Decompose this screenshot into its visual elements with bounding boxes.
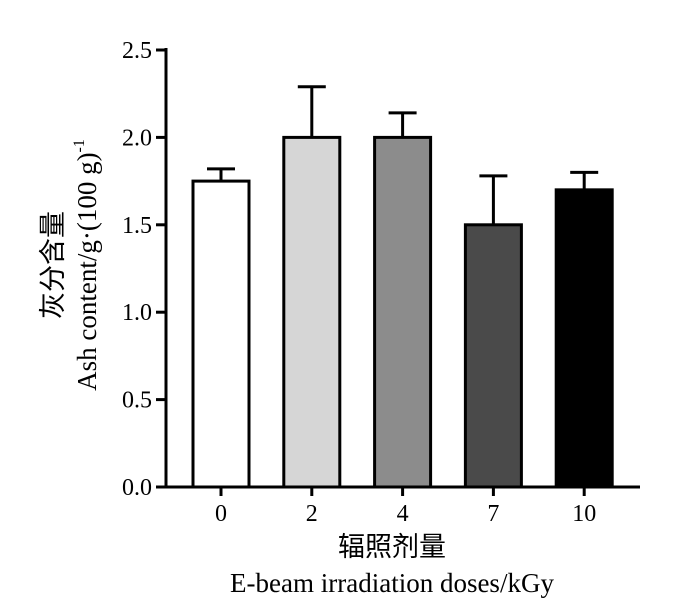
y-tick-group: 0.0 0.5 1.0 1.5 2.0 2.5: [122, 38, 166, 501]
x-tick-label: 2: [306, 501, 318, 527]
x-tick-label: 7: [487, 501, 499, 527]
bar-group: [191, 135, 614, 489]
x-tick-label: 10: [572, 501, 596, 527]
y-axis-title-en-main: Ash content/g·(100 g): [72, 152, 102, 390]
x-tick-label: 4: [397, 501, 409, 527]
bar-10: [554, 188, 614, 489]
bar-4: [373, 135, 433, 489]
y-tick-label: 2.5: [122, 38, 152, 64]
y-axis-title-superscript: -1: [71, 139, 88, 152]
y-tick-label: 1.5: [122, 213, 152, 239]
x-tick-label: 0: [215, 501, 227, 527]
y-axis-title-cn: 灰分含量: [38, 211, 68, 319]
y-tick-label: 1.0: [122, 300, 152, 326]
bar-0: [191, 179, 251, 489]
y-tick-label: 0.5: [122, 388, 152, 414]
bar-7: [463, 223, 523, 489]
x-tick-group: 0 2 4 7 10: [215, 487, 596, 527]
y-axis-title-en: Ash content/g·(100 g)-1: [71, 139, 102, 391]
x-axis-title-en: E-beam irradiation doses/kGy: [230, 568, 554, 598]
x-axis-title-cn: 辐照剂量: [338, 532, 446, 562]
bar-2: [282, 135, 342, 489]
y-tick-label: 2.0: [122, 125, 152, 151]
error-bar-group: [207, 85, 599, 225]
y-tick-label: 0.0: [122, 475, 152, 501]
